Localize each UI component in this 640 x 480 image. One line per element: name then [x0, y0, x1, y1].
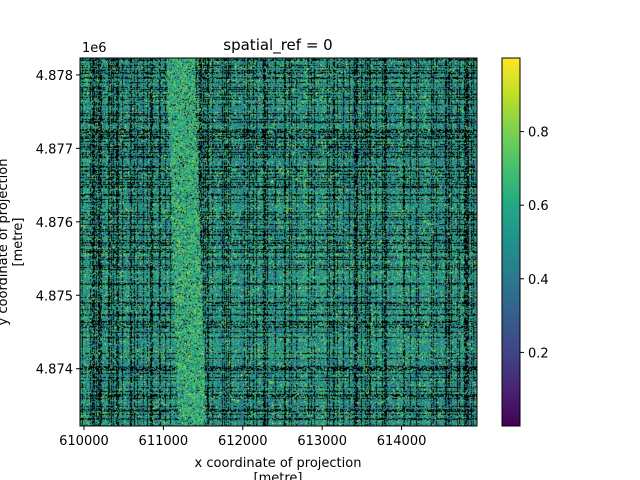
plot-frame [79, 57, 478, 427]
y-tick-label: 4.876 [36, 216, 73, 231]
y-axis-label: y coordinate of projection [0, 159, 11, 326]
y-tick-label: 4.875 [36, 289, 73, 304]
x-tick-label: 612000 [218, 434, 268, 449]
y-tick-label: 4.878 [36, 69, 73, 84]
colorbar-frame [501, 57, 521, 427]
colorbar-tick-label: 0.2 [528, 346, 549, 361]
colorbar-gradient [502, 58, 520, 426]
x-axis-unit: [metre] [254, 471, 303, 480]
colorbar-tick-label: 0.6 [528, 199, 549, 214]
x-tick-label: 613000 [297, 434, 347, 449]
x-tick-label: 611000 [139, 434, 189, 449]
x-tick-label: 614000 [377, 434, 427, 449]
x-axis: 610000 611000 612000 613000 614000 [59, 426, 426, 449]
y-axis: 4.874 4.875 4.876 4.877 4.878 [36, 69, 80, 378]
y-offset-label: 1e6 [82, 41, 107, 56]
colorbar-tick-label: 0.4 [528, 273, 549, 288]
heatmap-image [80, 58, 477, 426]
y-tick-label: 4.874 [36, 363, 73, 378]
colorbar-tick-label: 0.8 [528, 126, 549, 141]
y-tick-label: 4.877 [36, 142, 73, 157]
y-axis-unit: [metre] [11, 218, 26, 267]
heatmap-plot-area [79, 57, 478, 427]
x-tick-label: 610000 [59, 434, 109, 449]
chart-title: spatial_ref = 0 [223, 36, 332, 55]
colorbar: 0.2 0.4 0.6 0.8 [501, 57, 549, 427]
x-axis-label: x coordinate of projection [195, 456, 362, 471]
colorbar-ticks: 0.2 0.4 0.6 0.8 [520, 126, 549, 361]
